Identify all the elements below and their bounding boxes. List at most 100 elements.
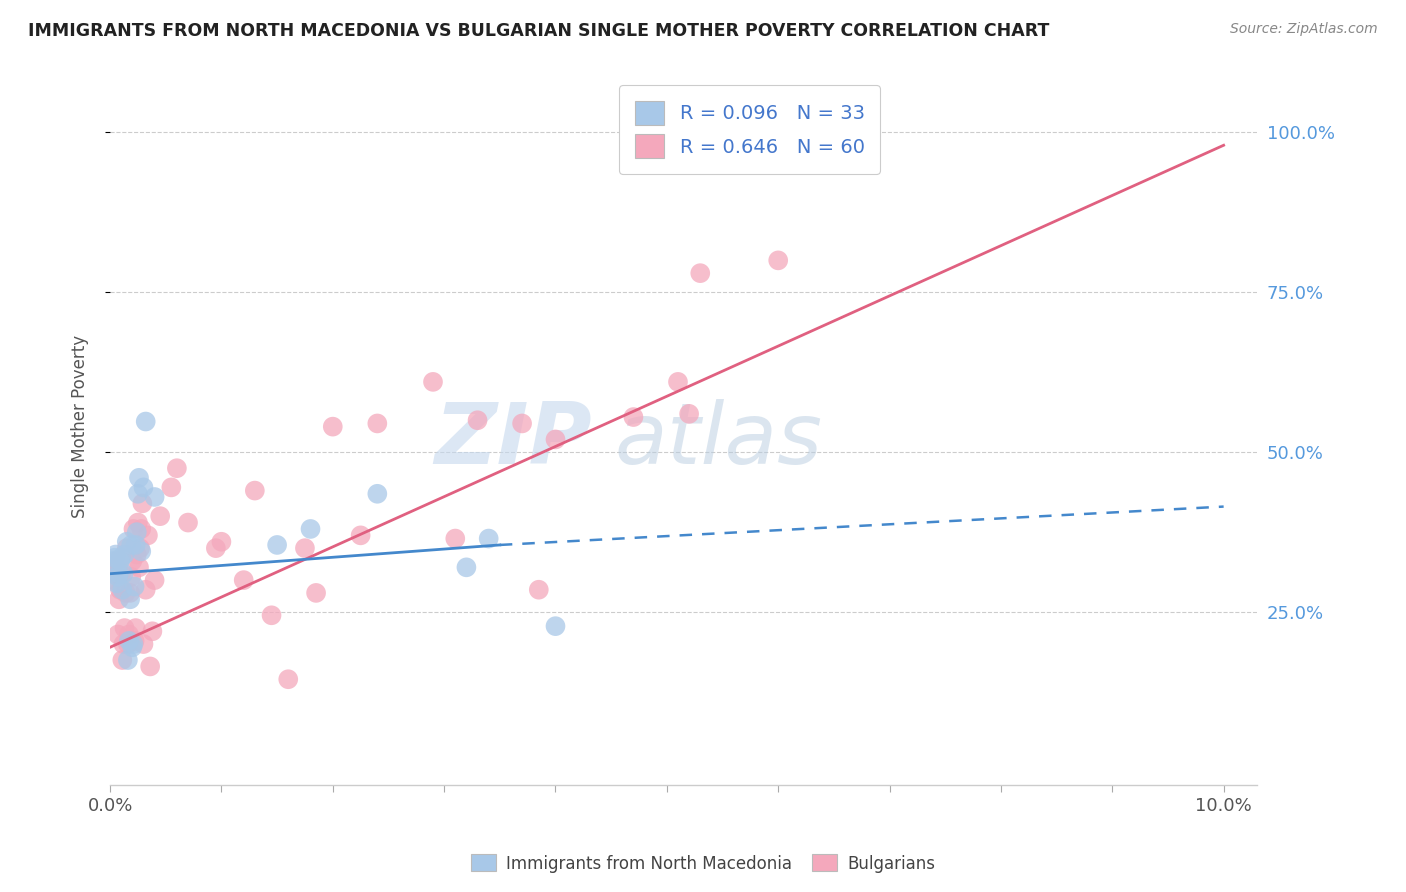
Point bbox=[135, 415, 157, 429]
Point bbox=[108, 592, 131, 607]
Point bbox=[114, 586, 136, 600]
Point bbox=[129, 544, 152, 558]
Point bbox=[143, 490, 166, 504]
Point bbox=[104, 560, 127, 574]
Point bbox=[120, 570, 142, 584]
Point bbox=[112, 566, 135, 581]
Point bbox=[115, 541, 138, 556]
Point bbox=[141, 624, 163, 639]
Point bbox=[111, 653, 134, 667]
Point bbox=[125, 525, 148, 540]
Text: atlas: atlas bbox=[614, 400, 823, 483]
Text: IMMIGRANTS FROM NORTH MACEDONIA VS BULGARIAN SINGLE MOTHER POVERTY CORRELATION C: IMMIGRANTS FROM NORTH MACEDONIA VS BULGA… bbox=[28, 22, 1049, 40]
Point bbox=[104, 548, 127, 562]
Point bbox=[120, 586, 142, 600]
Point bbox=[444, 532, 467, 546]
Point bbox=[131, 496, 153, 510]
Point bbox=[124, 633, 146, 648]
Point bbox=[129, 522, 152, 536]
Point bbox=[689, 266, 711, 280]
Point bbox=[114, 548, 136, 562]
Point bbox=[103, 550, 125, 565]
Point bbox=[544, 433, 567, 447]
Point bbox=[527, 582, 550, 597]
Point bbox=[623, 410, 645, 425]
Point bbox=[105, 554, 128, 568]
Point bbox=[305, 586, 328, 600]
Point bbox=[103, 554, 125, 568]
Point bbox=[177, 516, 200, 530]
Point bbox=[108, 566, 131, 581]
Text: ZIP: ZIP bbox=[434, 400, 592, 483]
Point bbox=[103, 573, 125, 587]
Point bbox=[112, 637, 135, 651]
Point bbox=[127, 487, 149, 501]
Point bbox=[105, 576, 128, 591]
Point bbox=[118, 627, 141, 641]
Point bbox=[103, 566, 125, 581]
Text: Source: ZipAtlas.com: Source: ZipAtlas.com bbox=[1230, 22, 1378, 37]
Point bbox=[349, 528, 371, 542]
Point bbox=[143, 573, 166, 587]
Point bbox=[478, 532, 501, 546]
Point bbox=[366, 487, 388, 501]
Point bbox=[456, 560, 478, 574]
Point bbox=[132, 637, 155, 651]
Point bbox=[678, 407, 700, 421]
Point bbox=[129, 541, 152, 556]
Point bbox=[121, 554, 143, 568]
Point bbox=[243, 483, 266, 498]
Point bbox=[666, 375, 689, 389]
Point bbox=[766, 253, 789, 268]
Point bbox=[117, 637, 139, 651]
Point bbox=[299, 522, 322, 536]
Point bbox=[107, 627, 129, 641]
Point bbox=[111, 582, 134, 597]
Point bbox=[544, 619, 567, 633]
Point bbox=[122, 522, 145, 536]
Point bbox=[127, 516, 149, 530]
Point bbox=[128, 560, 150, 574]
Point bbox=[110, 550, 132, 565]
Point bbox=[422, 375, 444, 389]
Y-axis label: Single Mother Poverty: Single Mother Poverty bbox=[72, 335, 89, 518]
Point bbox=[125, 548, 148, 562]
Point bbox=[136, 528, 159, 542]
Point bbox=[120, 592, 142, 607]
Point bbox=[108, 582, 131, 597]
Point bbox=[266, 538, 288, 552]
Point bbox=[108, 554, 131, 568]
Point bbox=[122, 637, 145, 651]
Point bbox=[139, 659, 162, 673]
Point bbox=[132, 480, 155, 494]
Point bbox=[128, 471, 150, 485]
Legend: Immigrants from North Macedonia, Bulgarians: Immigrants from North Macedonia, Bulgari… bbox=[464, 847, 942, 880]
Point bbox=[125, 621, 148, 635]
Point bbox=[294, 541, 316, 556]
Point bbox=[118, 633, 141, 648]
Point bbox=[107, 570, 129, 584]
Point bbox=[110, 566, 132, 581]
Point bbox=[149, 509, 172, 524]
Point bbox=[366, 417, 388, 431]
Point bbox=[125, 538, 148, 552]
Point bbox=[135, 582, 157, 597]
Point bbox=[117, 653, 139, 667]
Point bbox=[124, 580, 146, 594]
Point bbox=[166, 461, 188, 475]
Point bbox=[209, 534, 232, 549]
Point bbox=[277, 672, 299, 686]
Point bbox=[260, 608, 283, 623]
Point bbox=[734, 126, 756, 140]
Point bbox=[205, 541, 228, 556]
Point bbox=[467, 413, 489, 427]
Point bbox=[120, 538, 142, 552]
Point bbox=[232, 573, 254, 587]
Legend: R = 0.096   N = 33, R = 0.646   N = 60: R = 0.096 N = 33, R = 0.646 N = 60 bbox=[620, 86, 880, 174]
Point bbox=[114, 621, 136, 635]
Point bbox=[121, 640, 143, 655]
Point bbox=[115, 534, 138, 549]
Point bbox=[322, 419, 344, 434]
Point bbox=[160, 480, 183, 494]
Point bbox=[510, 417, 533, 431]
